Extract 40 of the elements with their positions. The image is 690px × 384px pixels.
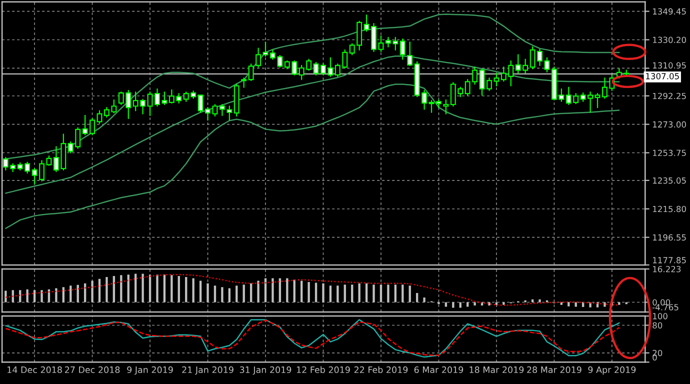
y-tick-label: 1215.80 xyxy=(653,206,686,212)
x-tick-label: 31 Jan 2019 xyxy=(240,366,292,375)
y-tick-label: 1349.45 xyxy=(653,8,686,15)
y-tick-label: 1235.05 xyxy=(653,177,686,184)
x-tick-label: 9 Jan 2019 xyxy=(127,366,173,375)
candlestick xyxy=(544,57,550,72)
line-series xyxy=(5,84,620,229)
x-tick-label: 14 Dec 2018 xyxy=(8,366,62,374)
x-tick-label: 22 Feb 2019 xyxy=(354,366,408,374)
y-tick-label: 20 xyxy=(652,350,662,356)
x-tick-label: 27 Dec 2018 xyxy=(64,366,120,374)
y-tick-label: -4.765 xyxy=(652,304,678,310)
y-tick-label: 0.00 xyxy=(652,299,670,306)
candlestick xyxy=(241,77,247,88)
candlestick xyxy=(443,99,449,114)
candlestick xyxy=(594,93,600,108)
y-tick-label: 16.223 xyxy=(653,266,681,272)
ref-line-label: 1307.05 xyxy=(646,73,679,80)
y-tick-label: 80 xyxy=(652,322,662,329)
y-tick-label: 1330.20 xyxy=(653,36,686,44)
y-tick-label: 1310.95 xyxy=(653,62,686,69)
candlestick xyxy=(378,35,384,52)
candlestick xyxy=(436,99,442,108)
y-tick-label: 1253.75 xyxy=(653,150,686,156)
y-tick-label: 1177.85 xyxy=(653,257,686,264)
candlestick xyxy=(212,104,218,117)
x-tick-label: 9 Apr 2019 xyxy=(588,366,636,375)
candlestick xyxy=(46,155,52,166)
x-tick-label: 28 Mar 2019 xyxy=(527,366,582,374)
x-tick-label: 12 Feb 2019 xyxy=(296,366,350,374)
candlestick xyxy=(400,38,406,60)
x-tick-label: 6 Mar 2019 xyxy=(414,366,464,374)
candlestick xyxy=(407,42,413,66)
y-tick-label: 100 xyxy=(653,313,668,320)
candlestick xyxy=(147,92,153,116)
y-tick-label: 1196.55 xyxy=(653,234,686,241)
x-tick-label: 21 Jan 2019 xyxy=(182,366,234,375)
y-tick-label: 1273.00 xyxy=(653,121,686,128)
y-tick-label: 1292.25 xyxy=(653,92,686,100)
x-tick-label: 18 Mar 2019 xyxy=(470,366,524,374)
